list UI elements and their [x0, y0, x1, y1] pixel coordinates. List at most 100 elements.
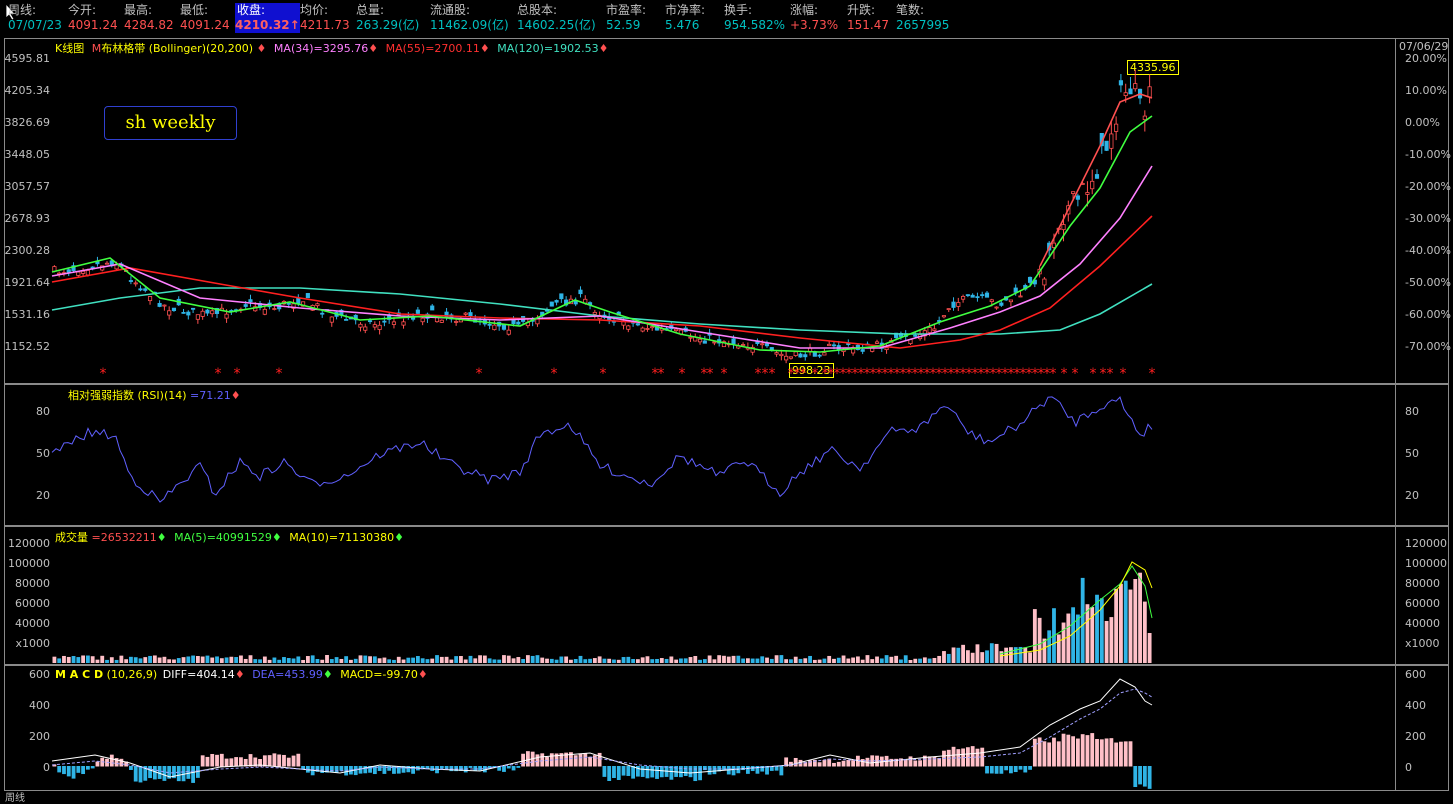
candle-body [487, 323, 492, 326]
macd-bar [669, 766, 674, 780]
volume-bar [492, 659, 497, 663]
volume-bar [205, 655, 210, 663]
volume-bar [784, 659, 789, 663]
volume-bar [698, 659, 702, 663]
macd-bar [1004, 766, 1009, 771]
volume-bar [1061, 622, 1066, 663]
signal-star: * [852, 366, 859, 382]
macd-bar [965, 747, 970, 767]
header-cell-label: 周线: [8, 3, 37, 17]
macd-bar [210, 753, 215, 767]
macd-bar [540, 753, 545, 767]
candle-body [76, 271, 81, 276]
volume-bar [707, 655, 712, 663]
rsi-panel[interactable]: 相对强弱指数 (RSI)(14) =71.21♦ 80 50 20 80 50 20 [0, 384, 1453, 526]
rsi-yl-tick: 50 [36, 447, 50, 460]
volume-bar [755, 658, 760, 663]
rsi-yr-tick: 80 [1405, 405, 1419, 418]
volume-bar [635, 659, 640, 663]
macd-dea-line [51, 688, 1153, 774]
macd-bar [731, 766, 736, 776]
candle-body [286, 302, 291, 305]
macd-bar [769, 766, 774, 771]
macd-bar [109, 754, 114, 767]
volume-bar [420, 658, 425, 663]
signal-star: * [476, 366, 483, 382]
candle-body [210, 310, 215, 315]
candle-body [363, 326, 368, 331]
candle-body [195, 314, 200, 320]
volume-bar [172, 659, 176, 663]
volume-bar [372, 656, 377, 663]
macd-bar [722, 766, 726, 771]
volume-bar [478, 655, 482, 663]
signal-star: * [769, 366, 776, 382]
kline-yr-tick: -60.00% [1405, 308, 1451, 321]
volume-bar [631, 659, 636, 663]
ma55-line [51, 215, 1153, 349]
volume-bar [463, 659, 468, 663]
volume-bar [1047, 630, 1052, 663]
header-cell-2: 最高: 4284.82 [124, 3, 174, 33]
candle-body [1094, 174, 1100, 179]
candle-body [138, 288, 143, 291]
macd-bar [679, 766, 683, 778]
candle-body [1123, 92, 1128, 96]
macd-bar [970, 746, 975, 767]
volume-bar [1042, 638, 1047, 663]
candle-body [243, 304, 248, 307]
volume-bar [439, 656, 444, 663]
candle-body [793, 351, 798, 357]
candle-body [688, 336, 693, 339]
header-cell-label: 最低: [180, 3, 209, 17]
macd-bar [521, 753, 526, 767]
header-cell-13: 升跌: 151.47 [847, 3, 889, 33]
volume-bar [674, 659, 679, 663]
macd-bar [459, 766, 463, 771]
macd-panel[interactable]: M A C D (10,26,9) DIFF=404.14♦ DEA=453.9… [0, 665, 1453, 791]
signal-star: * [600, 366, 607, 382]
macd-bar [1080, 734, 1085, 767]
header-cell-label: 总量: [356, 3, 385, 17]
volume-bar [200, 656, 205, 663]
volume-panel[interactable]: 成交量 =26532211♦ MA(5)=40991529♦ MA(10)=71… [0, 526, 1453, 665]
macd-bar [200, 755, 205, 767]
candle-body [817, 354, 822, 357]
candle-body [104, 262, 110, 265]
macd-bar [1128, 741, 1133, 767]
macd-bar [1018, 766, 1023, 770]
rsi-line [51, 396, 1153, 503]
header-cell-7: 流通股: 11462.09(亿) [430, 3, 509, 33]
kline-panel[interactable]: K线图 M布林格带 (Bollinger)(20,200) ♦ MA(34)=3… [0, 36, 1453, 384]
signal-star: * [794, 366, 801, 382]
volume-bar [459, 656, 463, 663]
candle-body [162, 304, 167, 307]
macd-bar [1071, 736, 1076, 767]
macd-yl-tick: 200 [29, 730, 50, 743]
macd-bar [774, 766, 779, 771]
macd-bar [693, 766, 698, 782]
macd-bar [616, 766, 621, 780]
volume-bar [124, 659, 129, 663]
volume-bar [1080, 577, 1085, 663]
macd-bar [712, 766, 717, 775]
kline-yl-tick: 3057.57 [4, 180, 51, 193]
macd-bar [396, 766, 401, 774]
volume-bar [152, 655, 157, 663]
macd-bar [81, 766, 86, 775]
macd-bar [932, 756, 937, 767]
candle-body [999, 302, 1004, 306]
rsi-value: =71.21 [190, 389, 231, 402]
candle-body [760, 343, 765, 346]
signal-star: * [762, 366, 769, 382]
macd-bar [870, 755, 875, 767]
signal-star: * [1120, 366, 1127, 382]
volume-bar [779, 655, 784, 663]
candle-body [157, 302, 162, 307]
macd-bar [1075, 738, 1080, 767]
volume-bar [879, 658, 884, 663]
macd-bar [286, 757, 291, 767]
macd-bar [181, 766, 186, 782]
macd-bar [698, 766, 702, 781]
header-cell-value: 14602.25(亿) [517, 18, 596, 32]
